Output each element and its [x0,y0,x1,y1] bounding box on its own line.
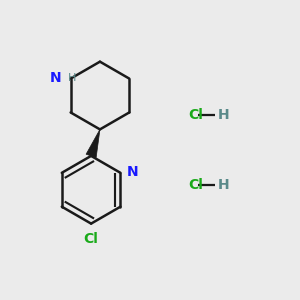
Text: Cl: Cl [188,108,203,122]
Text: N: N [50,71,61,85]
Polygon shape [86,129,100,158]
Text: H: H [218,108,229,122]
Text: N: N [126,165,138,179]
Text: H: H [218,178,229,192]
Text: Cl: Cl [188,178,203,192]
Text: Cl: Cl [83,232,98,246]
Text: H: H [61,73,76,83]
